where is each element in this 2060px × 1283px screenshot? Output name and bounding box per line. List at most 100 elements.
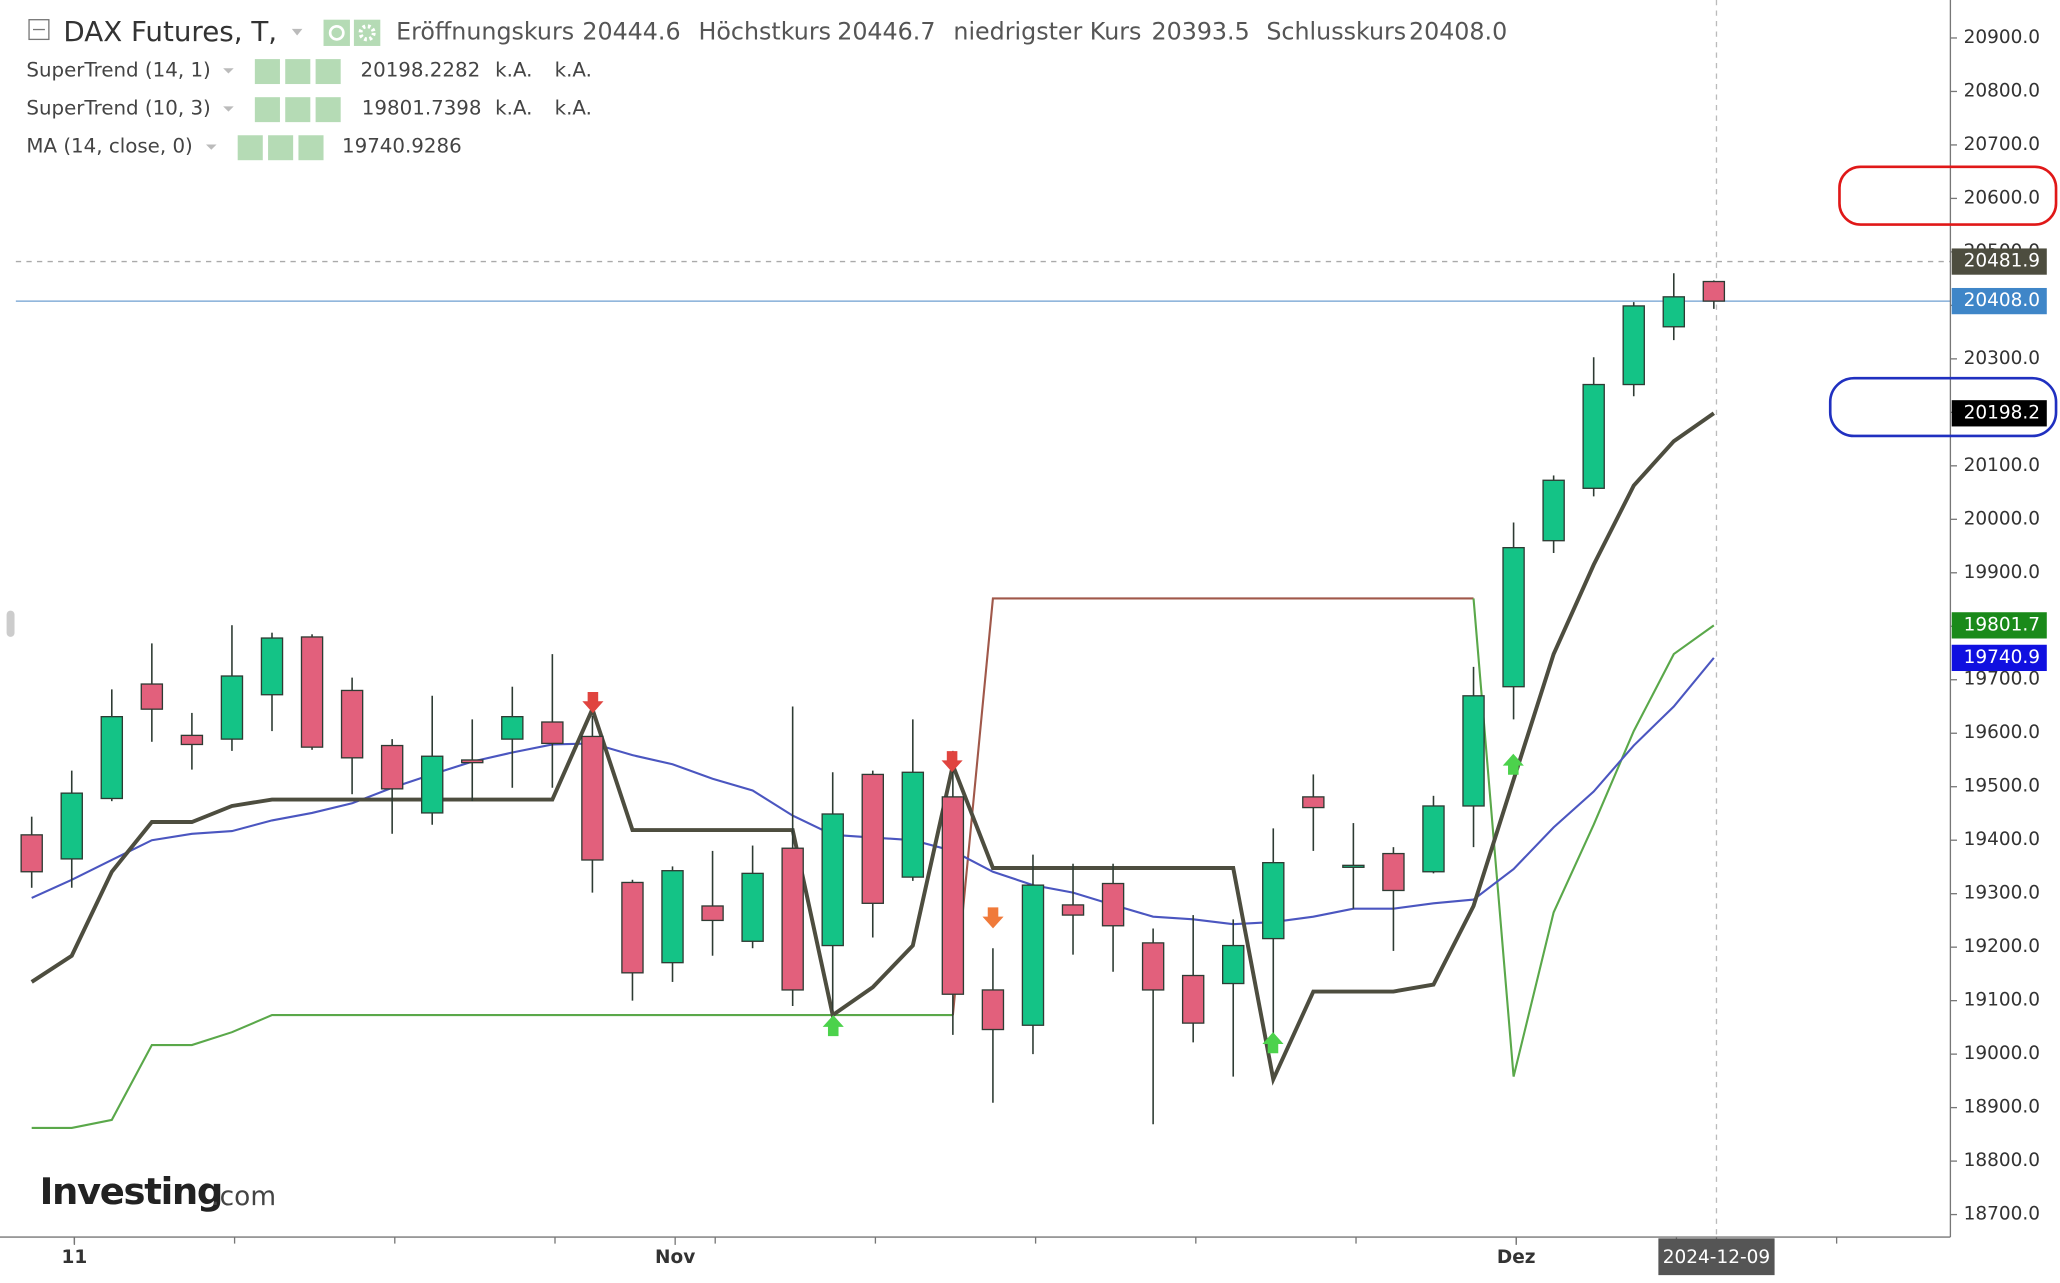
indicator-extra: k.A. [495, 97, 532, 120]
candle-body [180, 734, 204, 746]
y-tick-label: 18800.0 [1964, 1150, 2040, 1171]
signal-markers [582, 692, 1524, 1054]
dropdown-icon[interactable] [291, 28, 303, 36]
y-tick-label: 20300.0 [1964, 348, 2040, 369]
eye-icon[interactable] [254, 59, 280, 85]
candle-body [981, 989, 1005, 1031]
title-icons [323, 19, 381, 46]
indicator-extra: k.A. [495, 58, 532, 81]
ohlc-name: Höchstkurs [699, 17, 831, 45]
candle-body [1061, 904, 1085, 916]
ohlc-value: 20444.6 [582, 17, 680, 45]
y-tick-label: 19000.0 [1964, 1043, 2040, 1064]
x-tick-label: Dez [1497, 1247, 1536, 1268]
collapse-button[interactable] [28, 19, 50, 41]
y-tick-label: 19400.0 [1964, 829, 2040, 850]
annotation-circle [1838, 165, 2058, 226]
gear-icon[interactable] [285, 59, 311, 85]
candle-body [60, 792, 83, 860]
candle-body [661, 870, 684, 964]
price-tag-label: 20408.0 [1964, 290, 2040, 311]
candle-body [941, 796, 965, 995]
watermark-suffix: .com [211, 1182, 276, 1212]
candle-body [581, 735, 604, 861]
candle-body [380, 744, 404, 790]
candle-body [1302, 796, 1325, 809]
candle-body [621, 881, 644, 974]
candle-body [300, 636, 324, 748]
candle-body [861, 773, 884, 904]
candle-body [1141, 942, 1165, 991]
ohlc-value: 20446.7 [837, 17, 935, 45]
gear-icon[interactable] [268, 135, 294, 161]
y-tick-label: 20600.0 [1964, 187, 2040, 208]
candle-body [1542, 479, 1565, 542]
sell-signal [941, 751, 963, 773]
x-tick-label: 2024-12-09 [1663, 1247, 1770, 1268]
close-icon[interactable] [315, 59, 341, 85]
price-tag [1951, 287, 2047, 315]
gear-glyph [358, 24, 376, 42]
candle-body [1101, 882, 1125, 927]
annotation-circle [1828, 376, 2058, 438]
candle-body [1181, 974, 1205, 1024]
candle-body [1222, 944, 1245, 985]
eye-icon[interactable] [323, 19, 350, 46]
close-icon[interactable] [315, 97, 341, 123]
indicator-name: SuperTrend (10, 3) [26, 97, 210, 120]
eye-icon[interactable] [237, 135, 263, 161]
indicator-line [951, 597, 1474, 1016]
price-tag [1951, 612, 2047, 639]
y-tick-label: 18700.0 [1964, 1204, 2040, 1225]
dropdown-icon[interactable] [223, 106, 234, 112]
candle-body [420, 755, 444, 814]
legend: Eröffnungskurs 20444.6 Höchstkurs 20446.7 ni… [26, 17, 1507, 161]
candle-body [1262, 862, 1285, 940]
candle-body [1382, 852, 1405, 892]
eye-icon[interactable] [254, 97, 280, 123]
price-tag [1951, 248, 2047, 275]
ohlc-name: niedrigster Kurs [953, 17, 1141, 45]
candle-body [1342, 864, 1365, 868]
dropdown-icon[interactable] [206, 144, 217, 150]
chart-title: DAX Futures, T, [63, 15, 277, 48]
candle-body [741, 872, 764, 942]
gear-icon[interactable] [353, 19, 381, 46]
buy-signal [1502, 753, 1524, 775]
indicator-value: 19801.7398 [362, 97, 482, 120]
candle-body [20, 834, 43, 873]
candle-body [501, 716, 524, 740]
candle-body [1462, 695, 1485, 807]
indicator-line [31, 1014, 953, 1129]
candle-body [1662, 296, 1686, 328]
candle-body [1502, 546, 1525, 688]
buy-signal [1262, 1032, 1284, 1054]
indicator-line [30, 411, 1715, 1086]
indicator-extra: k.A. [555, 58, 592, 81]
y-tick-label: 20000.0 [1964, 508, 2040, 529]
y-tick-label: 19100.0 [1964, 990, 2040, 1011]
x-tick-label: 11 [62, 1247, 88, 1268]
ohlc-value: 20408.0 [1409, 17, 1507, 45]
x-tick-label: Nov [655, 1247, 695, 1268]
close-icon[interactable] [298, 135, 324, 161]
y-tick-label: 20900.0 [1964, 27, 2040, 48]
price-tag-label: 19740.9 [1964, 647, 2040, 668]
indicator-name: SuperTrend (14, 1) [26, 58, 210, 81]
eye-glyph [328, 24, 345, 41]
candle-body [1702, 280, 1726, 302]
x-crosshair-tag [1658, 1238, 1775, 1276]
watermark: Investing [40, 1170, 222, 1213]
candle-body [1422, 805, 1445, 873]
candle-body [1582, 383, 1605, 489]
resize-handle[interactable] [6, 610, 15, 637]
candle-body [1021, 884, 1045, 1026]
dropdown-icon[interactable] [223, 68, 234, 74]
y-tick-label: 19500.0 [1964, 776, 2040, 797]
candle-body [260, 637, 284, 696]
indicator-extra: k.A. [555, 97, 592, 120]
gear-icon[interactable] [285, 97, 311, 123]
y-tick-label: 20100.0 [1964, 455, 2040, 476]
